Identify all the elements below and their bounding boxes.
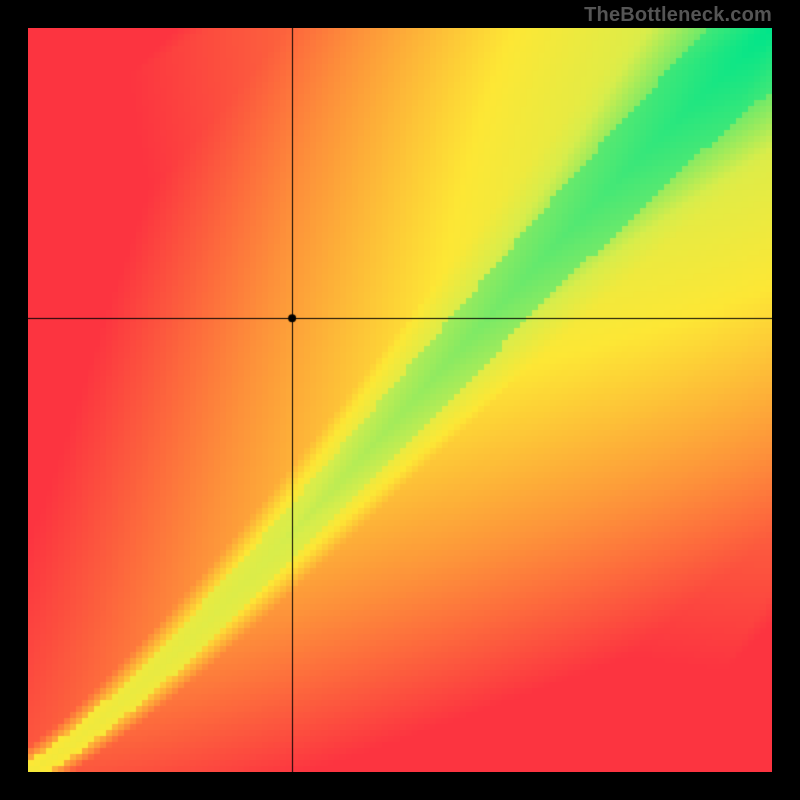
watermark-text: TheBottleneck.com: [584, 4, 772, 27]
bottleneck-heatmap: [28, 28, 772, 772]
